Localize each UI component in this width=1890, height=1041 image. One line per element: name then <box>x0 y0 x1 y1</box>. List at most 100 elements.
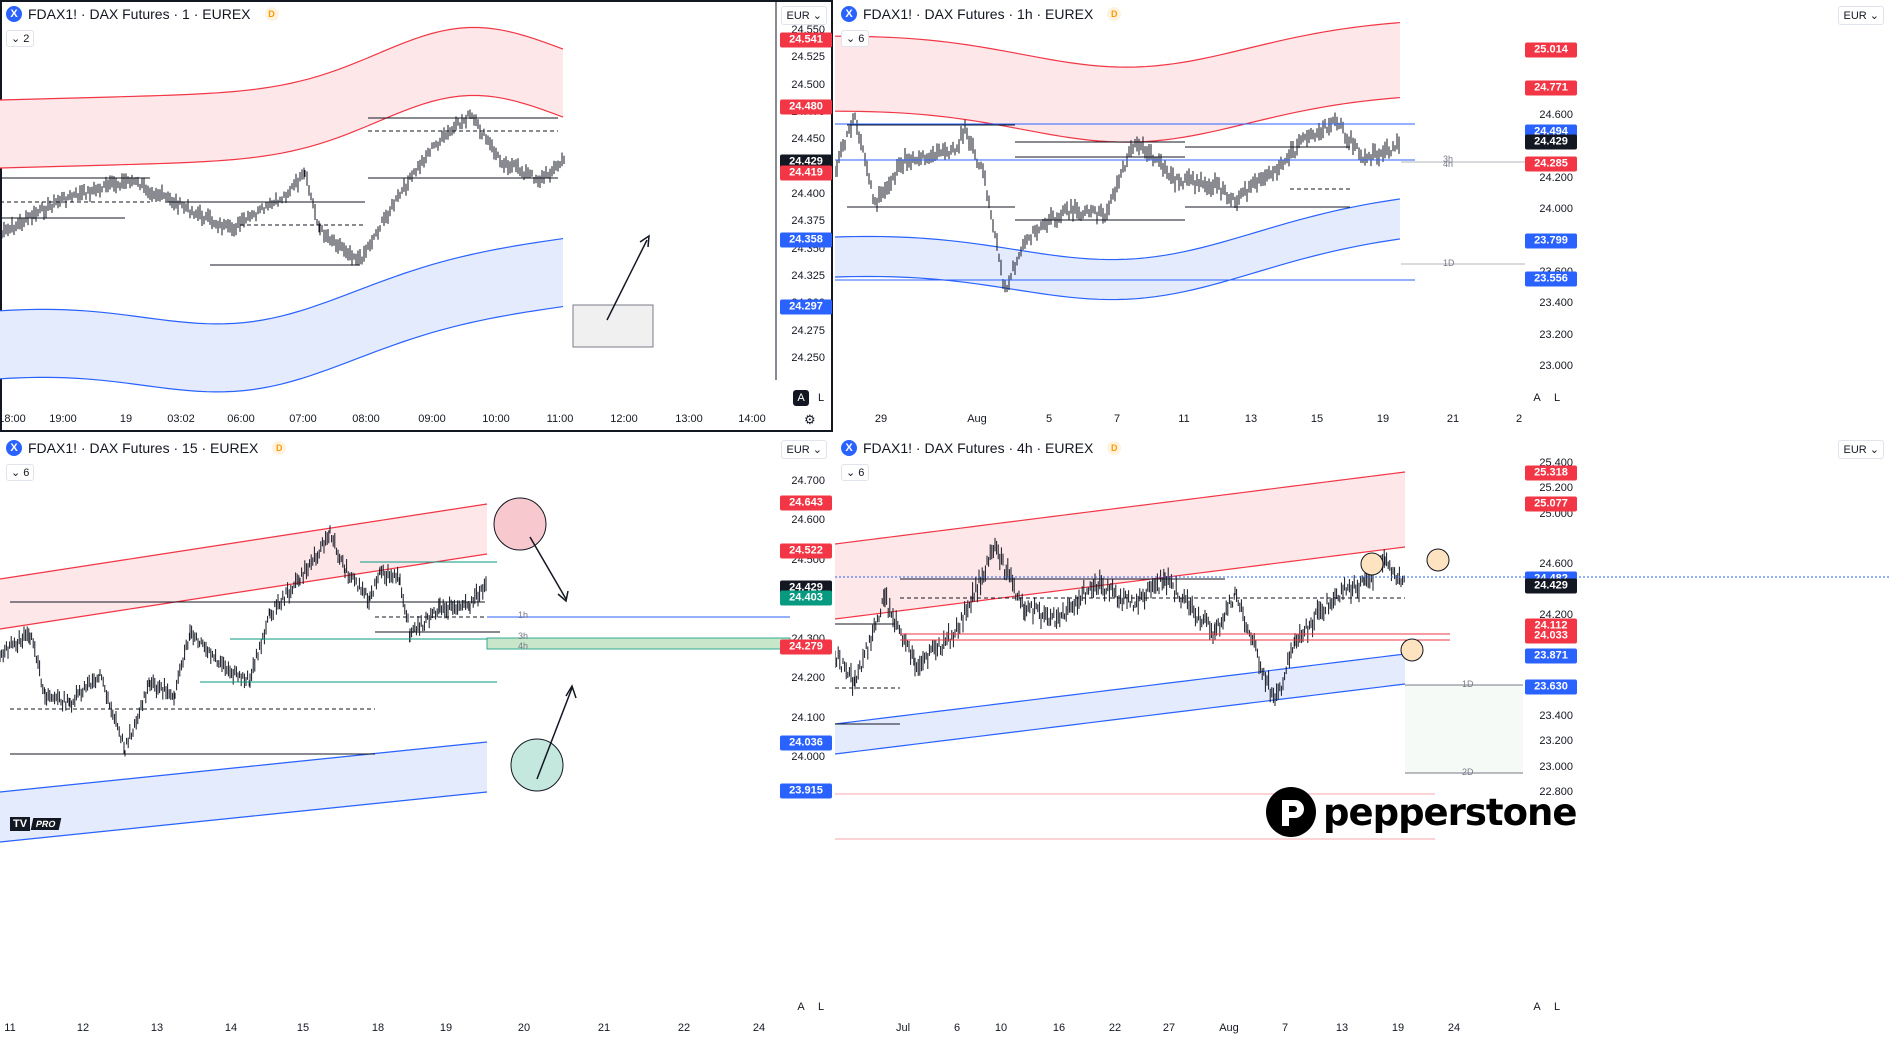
scale-buttons: A L <box>793 390 829 406</box>
settings-gear-icon[interactable]: ⚙ <box>804 412 816 427</box>
chart-panel-1m[interactable]: X FDAX1! · DAX Futures · 1 · EUREX D ⌄ 2… <box>0 0 833 432</box>
price-label: 23.871 <box>1525 648 1577 664</box>
price-label: 24.419 <box>780 165 832 181</box>
arrow-head <box>565 684 577 699</box>
currency-select[interactable]: EUR ⌄ <box>1838 6 1884 25</box>
price-tick: 24.100 <box>791 711 825 724</box>
currency-select[interactable]: EUR ⌄ <box>781 440 827 459</box>
auto-scale-button[interactable]: A <box>1533 392 1541 404</box>
time-tick: 21 <box>1446 413 1460 425</box>
envelope-line <box>835 653 1406 725</box>
time-tick: Aug <box>967 413 987 425</box>
time-tick: 07:00 <box>289 413 317 425</box>
price-axis[interactable]: 24.55024.52524.50024.47524.45024.42524.4… <box>778 0 833 432</box>
log-scale-button[interactable]: L <box>817 392 825 404</box>
indicator-collapse-button[interactable]: ⌄ 6 <box>841 464 870 481</box>
price-tick: 24.000 <box>791 751 825 763</box>
indicator-collapse-button[interactable]: ⌄ 6 <box>841 30 870 47</box>
highlight-circle <box>1360 552 1384 576</box>
chart-panel-1h[interactable]: 3h 4h 1D X FDAX1! · DAX Futures · 1h · EUR… <box>835 0 1890 432</box>
currency-select[interactable]: EUR ⌄ <box>1838 440 1884 459</box>
indicator-count: 6 <box>23 467 30 479</box>
price-label: 24.643 <box>780 495 832 511</box>
chart-annotation: 1D <box>1462 679 1474 689</box>
currency-label: EUR <box>1843 10 1867 22</box>
chart-title[interactable]: FDAX1! · DAX Futures · 15 · EUREX <box>28 440 259 456</box>
auto-scale-button[interactable]: A <box>1533 1001 1541 1013</box>
time-tick: 27 <box>1162 1022 1176 1034</box>
time-tick: 22 <box>1108 1022 1122 1034</box>
price-label: 24.297 <box>780 299 832 315</box>
time-axis[interactable]: Jul 6 10 16 22 27 Aug 7 13 19 24 <box>835 1015 1523 1041</box>
price-label: 24.358 <box>780 232 832 248</box>
auto-scale-button[interactable]: A <box>797 1001 805 1013</box>
price-tick: 24.325 <box>791 270 825 282</box>
target-box <box>572 304 654 348</box>
price-label: 24.771 <box>1525 80 1577 96</box>
time-tick: 14:00 <box>738 413 766 425</box>
currency-select[interactable]: EUR ⌄ <box>781 6 827 25</box>
time-axis[interactable]: 18:00 19:00 19 03:02 06:00 07:00 08:00 09:00 10:… <box>0 406 778 432</box>
chart-canvas-4h[interactable]: 1D 2D <box>835 434 1890 1041</box>
tradingview-logo[interactable]: TV PRO <box>10 817 61 831</box>
chart-title[interactable]: FDAX1! · DAX Futures · 1 · EUREX <box>28 6 251 22</box>
price-label: 25.318 <box>1525 465 1577 481</box>
price-axis[interactable]: 24.70024.60024.50024.30024.20024.10024.0… <box>778 434 833 1041</box>
delayed-badge: D <box>1107 7 1122 21</box>
support-circle <box>510 738 564 792</box>
indicator-collapse-button[interactable]: ⌄ 6 <box>6 464 35 481</box>
chart-panel-15m[interactable]: 1h 3h 4h X FDAX1! · DAX Futures · 15 · EUR… <box>0 434 833 1041</box>
envelope-line <box>0 305 564 393</box>
envelope-line <box>835 683 1406 755</box>
chart-panel-4h[interactable]: 1D 2D X FDAX1! · DAX Futures · 4h · EUREX… <box>835 434 1890 1041</box>
time-tick: 7 <box>1113 413 1121 425</box>
price-label: 24.279 <box>780 639 832 655</box>
time-axis[interactable]: 11 12 13 14 15 18 19 20 21 22 24 <box>0 1015 778 1041</box>
chart-header: X FDAX1! · DAX Futures · 1h · EUREX D <box>841 4 1122 24</box>
price-tick: 23.400 <box>1539 710 1573 723</box>
price-tick: 24.600 <box>791 514 825 527</box>
chart-annotation: 1D <box>1443 258 1455 268</box>
chart-canvas-1m[interactable] <box>0 0 833 432</box>
log-scale-button[interactable]: L <box>1553 392 1561 404</box>
chart-title[interactable]: FDAX1! · DAX Futures · 4h · EUREX <box>863 440 1094 456</box>
time-tick: Aug <box>1219 1022 1239 1034</box>
price-tick: 24.600 <box>1539 558 1573 571</box>
price-tick: 24.200 <box>1539 608 1573 621</box>
tv-mark: TV <box>10 817 31 831</box>
time-tick: 13 <box>150 1022 164 1034</box>
time-axis[interactable]: 29 Aug 5 7 11 13 15 19 21 2 <box>835 406 1523 432</box>
up-arrow <box>536 687 573 780</box>
symbol-icon[interactable]: X <box>841 6 857 22</box>
price-tick: 23.000 <box>1539 760 1573 773</box>
price-label: 24.480 <box>780 99 832 115</box>
highlight-circle <box>1426 548 1450 572</box>
symbol-icon[interactable]: X <box>841 440 857 456</box>
time-tick: 10 <box>994 1022 1008 1034</box>
log-scale-button[interactable]: L <box>1553 1001 1561 1013</box>
time-tick: 12 <box>76 1022 90 1034</box>
price-label: 24.033 <box>1525 628 1577 644</box>
chart-header: X FDAX1! · DAX Futures · 1 · EUREX D <box>6 4 279 24</box>
symbol-icon[interactable]: X <box>6 6 22 22</box>
price-axis[interactable]: 25.400 25.200 25.000 24.600 24.200 23.400 23.2… <box>1523 434 1581 1041</box>
log-scale-button[interactable]: L <box>817 1001 825 1013</box>
indicator-count: 2 <box>23 33 30 45</box>
time-tick: 06:00 <box>227 413 255 425</box>
chart-title[interactable]: FDAX1! · DAX Futures · 1h · EUREX <box>863 6 1094 22</box>
price-tick: 23.000 <box>1539 360 1573 372</box>
envelope-line <box>835 21 1401 68</box>
time-tick: 21 <box>597 1022 611 1034</box>
time-tick: 14 <box>224 1022 238 1034</box>
time-tick: 19 <box>119 413 133 425</box>
time-tick: 10:00 <box>482 413 510 425</box>
projection-zone <box>1405 685 1523 773</box>
price-tick: 23.200 <box>1539 735 1573 748</box>
price-axis[interactable]: 24.60024.40024.20024.00023.80023.60023.4… <box>1523 0 1581 432</box>
symbol-icon[interactable]: X <box>6 440 22 456</box>
indicator-collapse-button[interactable]: ⌄ 2 <box>6 30 35 47</box>
auto-scale-button[interactable]: A <box>793 390 809 406</box>
price-label: 24.403 <box>780 590 832 606</box>
